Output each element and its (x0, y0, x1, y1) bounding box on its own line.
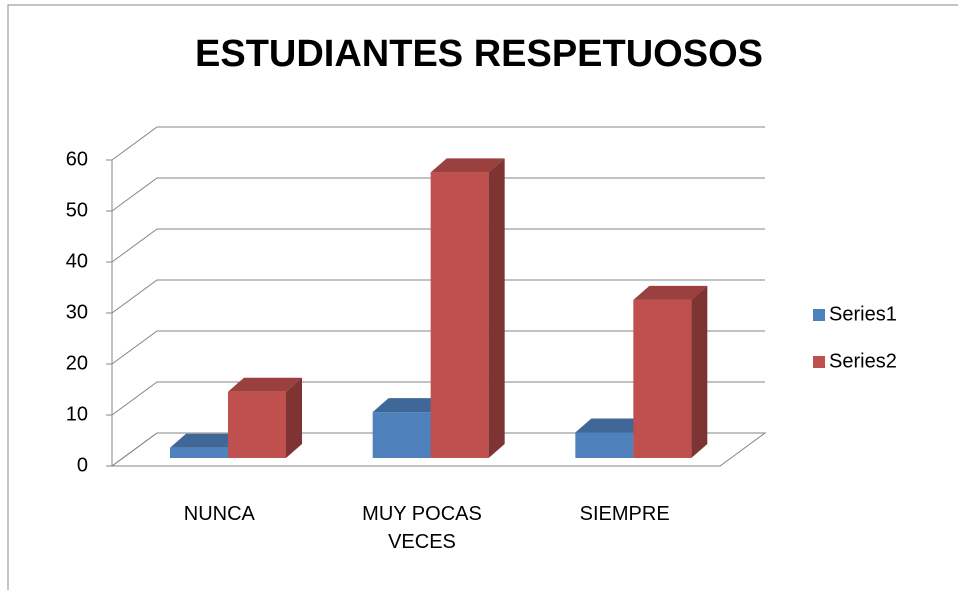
bar-top (633, 285, 708, 300)
legend-label: Series2 (829, 350, 897, 372)
bar (430, 158, 505, 458)
x-tick-label: MUY POCAS VECES (362, 503, 482, 553)
y-tick-label: 60 (66, 148, 88, 170)
grid-line (111, 330, 765, 365)
bar-front (170, 447, 228, 458)
grid-line (111, 279, 765, 314)
bar-top (228, 377, 302, 392)
bar-front (372, 412, 431, 458)
bar-side (488, 158, 505, 458)
bar-side (691, 285, 708, 458)
grid-line (111, 381, 765, 416)
bar-top (372, 398, 447, 413)
bar-top (170, 433, 244, 448)
y-tick-label: 40 (66, 250, 88, 272)
y-tick-label: 50 (66, 199, 88, 221)
grid-line (111, 432, 765, 467)
y-tick-label: 30 (66, 301, 88, 323)
y-tick-label: 0 (77, 454, 88, 476)
bar-top (430, 158, 505, 173)
x-tick-label: NUNCA (183, 503, 255, 525)
bar (228, 377, 302, 458)
legend-swatch (813, 356, 825, 368)
x-tick-label: SIEMPRE (579, 503, 670, 525)
grid-line (111, 126, 765, 161)
bar-front (633, 299, 692, 458)
chart-title: ESTUDIANTES RESPETUOSOS (195, 33, 763, 75)
grid-line (111, 177, 765, 212)
bar-front (228, 391, 286, 458)
chart-border (7, 4, 958, 590)
bar (633, 285, 708, 458)
y-tick-label: 20 (66, 352, 88, 374)
bar-side (286, 377, 302, 458)
legend-swatch (813, 309, 825, 321)
grid-line (111, 228, 765, 263)
y-tick-label: 10 (66, 403, 88, 425)
bar-top (575, 418, 650, 433)
legend-label: Series1 (829, 303, 897, 325)
bar-front (575, 432, 634, 458)
bar-front (430, 172, 489, 458)
